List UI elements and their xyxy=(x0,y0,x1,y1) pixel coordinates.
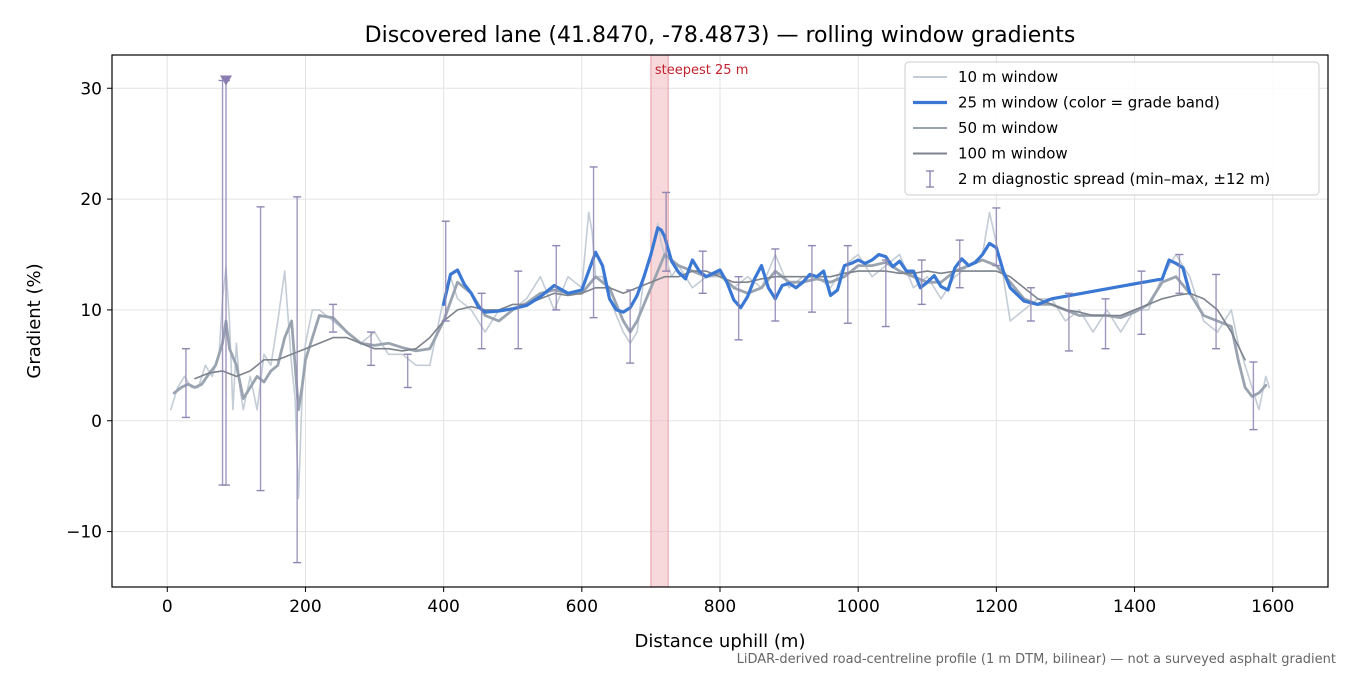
legend: 10 m window 25 m window (color = grade ba… xyxy=(904,61,1320,196)
diagnostic-spread-bar xyxy=(1137,270,1146,335)
y-tick-label: 0 xyxy=(91,412,102,432)
diagnostic-spread-bar xyxy=(293,196,302,564)
x-tick-label: 1200 xyxy=(975,597,1018,617)
legend-entry: 2 m diagnostic spread (min–max, ±12 m) xyxy=(926,170,1270,188)
legend-entry: 10 m window xyxy=(913,68,1058,86)
diagnostic-spread-bar xyxy=(1026,287,1035,322)
footnote: LiDAR-derived road-centreline profile (1… xyxy=(736,652,1336,667)
diagnostic-spread-bar xyxy=(992,207,1001,267)
series-25m-window xyxy=(442,226,1192,314)
x-tick-label: 1000 xyxy=(837,597,880,617)
diagnostic-spread-bar xyxy=(589,166,598,319)
x-axis-ticks: 0 200 400 600 800 1000 1200 1400 1600 xyxy=(162,587,1294,617)
diagnostic-spread-bar xyxy=(181,348,190,419)
highlight-band-layer: steepest 25 m xyxy=(650,54,748,588)
legend-label: 25 m window (color = grade band) xyxy=(958,94,1220,112)
diagnostic-spread-bar xyxy=(441,220,450,322)
legend-entry: 100 m window xyxy=(913,145,1068,163)
legend-entry: 50 m window xyxy=(913,119,1058,137)
diagnostic-spread-bar xyxy=(329,303,338,333)
x-tick-label: 1600 xyxy=(1251,597,1294,617)
legend-label: 100 m window xyxy=(958,145,1068,163)
x-tick-label: 600 xyxy=(566,597,598,617)
diagnostic-spread-bar xyxy=(367,331,376,367)
x-tick-label: 800 xyxy=(704,597,736,617)
diagnostic-spread-bar xyxy=(256,206,265,492)
chart-title: Discovered lane (41.8470, -78.4873) — ro… xyxy=(365,23,1076,48)
series-10m-window xyxy=(169,211,1271,500)
y-tick-label: 20 xyxy=(80,190,102,210)
legend-label: 50 m window xyxy=(958,119,1058,137)
diagnostic-spread-bar xyxy=(917,259,926,306)
legend-label: 2 m diagnostic spread (min–max, ±12 m) xyxy=(958,170,1270,188)
diagnostic-spread-bar xyxy=(843,244,852,324)
diagnostic-spread-bar xyxy=(1064,292,1073,352)
steepest-segment-band xyxy=(650,54,669,588)
legend-entry: 25 m window (color = grade band) xyxy=(913,94,1220,112)
diagnostic-spread-bar xyxy=(1101,298,1110,350)
diagnostic-spread-bar xyxy=(807,244,816,313)
y-axis-label: Gradient (%) xyxy=(24,263,45,378)
y-axis-ticks: −10 0 10 20 30 xyxy=(66,79,112,543)
x-tick-label: 0 xyxy=(162,597,173,617)
legend-box xyxy=(904,61,1320,196)
diagnostic-spread-bar xyxy=(881,259,890,328)
series-50m-window xyxy=(172,253,1268,412)
diagnostic-spread-bar xyxy=(955,239,964,289)
x-tick-label: 1400 xyxy=(1113,597,1156,617)
y-tick-label: 30 xyxy=(80,79,102,99)
diagnostic-spread-bar xyxy=(514,270,523,350)
diagnostic-spread-bar xyxy=(662,191,671,272)
x-tick-label: 200 xyxy=(289,597,321,617)
diagnostic-spread-bar xyxy=(734,275,743,341)
legend-label: 10 m window xyxy=(958,68,1058,86)
diagnostic-spread-layer xyxy=(181,75,1258,564)
diagnostic-spread-bar xyxy=(1249,361,1258,431)
diagnostic-spread-bar xyxy=(552,244,561,311)
series-100m-window xyxy=(194,270,1246,380)
y-tick-label: 10 xyxy=(80,301,102,321)
y-tick-label: −10 xyxy=(66,523,102,543)
diagnostic-spread-bar xyxy=(626,289,635,364)
steepest-segment-label: steepest 25 m xyxy=(655,63,748,78)
diagnostic-spread-bar xyxy=(1212,273,1221,350)
diagnostic-spread-bar xyxy=(698,250,707,294)
diagnostic-spread-bar xyxy=(477,292,486,350)
diagnostic-spread-bar xyxy=(771,248,780,322)
diagnostic-spread-bar xyxy=(1175,253,1184,294)
x-axis-label: Distance uphill (m) xyxy=(635,631,806,652)
clipped-value-marker xyxy=(220,75,232,86)
diagnostic-spread-bar xyxy=(403,353,412,389)
x-tick-label: 400 xyxy=(427,597,459,617)
